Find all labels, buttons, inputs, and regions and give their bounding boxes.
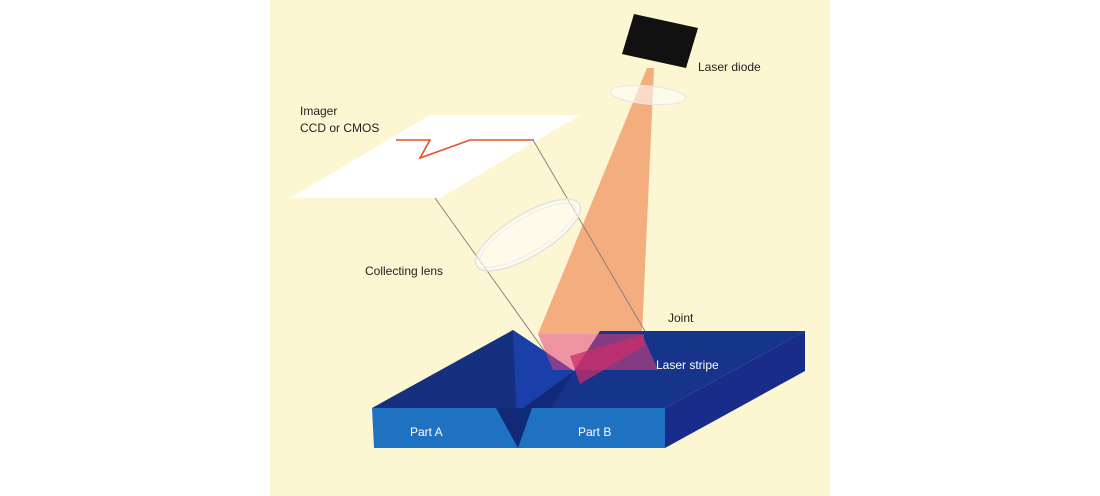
laser-triangulation-diagram: Laser diode Imager CCD or CMOS Collectin… [270,0,830,496]
imager-plane [290,115,580,198]
part-a-front [372,408,523,448]
part-a-label: Part A [410,425,443,439]
diagram-panel: Laser diode Imager CCD or CMOS Collectin… [270,0,830,496]
laser-beam [538,68,654,334]
joint-wall-a [513,330,574,448]
laser-stripe-joint [570,334,644,384]
laser-diode [622,14,698,68]
imager-trace [396,139,534,160]
laser-stripe-label: Laser stripe [656,358,719,372]
part-b-front [518,408,665,448]
collecting-lens-label: Collecting lens [365,264,443,278]
collecting-lens-rim [479,202,577,268]
optical-ray-left [434,197,559,371]
part-b-side [665,331,805,448]
joint-v-groove [496,408,532,448]
imager-label-line1: Imager [300,104,337,118]
imager-label-line2: CCD or CMOS [300,121,379,135]
laser-diode-label: Laser diode [698,60,761,74]
focusing-lens [609,84,687,106]
joint-label: Joint [668,311,694,325]
part-b-label: Part B [578,425,611,439]
collecting-lens [474,198,582,272]
optical-ray-right [532,139,657,351]
